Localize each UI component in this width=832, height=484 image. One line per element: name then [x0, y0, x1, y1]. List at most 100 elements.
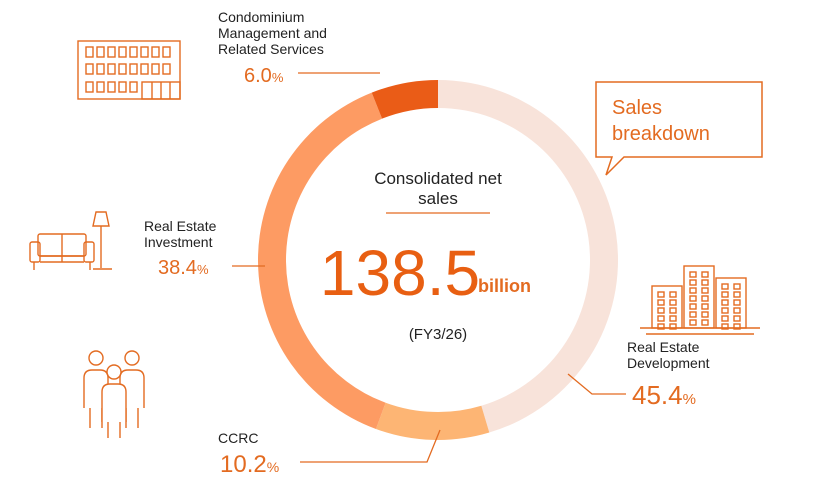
window	[733, 283, 741, 290]
callout-line-2: breakdown	[612, 123, 710, 145]
window	[721, 291, 729, 298]
window	[701, 319, 709, 326]
window	[140, 46, 149, 58]
window	[721, 283, 729, 290]
window	[118, 81, 127, 93]
window	[107, 46, 116, 58]
window	[689, 319, 697, 326]
window	[689, 295, 697, 302]
window	[107, 63, 116, 75]
leader-line-ccrc	[300, 429, 441, 463]
window	[657, 315, 665, 322]
window	[96, 81, 105, 93]
window	[85, 81, 94, 93]
leader-line-development	[567, 373, 626, 395]
window	[721, 299, 729, 306]
center-heading-line-2: sales	[418, 189, 458, 208]
window	[669, 315, 677, 322]
window	[733, 315, 741, 322]
window	[689, 279, 697, 286]
center-period: (FY3/26)	[409, 326, 467, 343]
window	[107, 81, 116, 93]
window	[129, 63, 138, 75]
window	[669, 323, 677, 330]
pct-symbol: %	[197, 262, 209, 277]
window	[689, 287, 697, 294]
window	[96, 63, 105, 75]
svg-text:10.2%: 10.2%	[220, 451, 279, 478]
window	[657, 307, 665, 314]
label-condo: Condominium Management and Related Servi…	[218, 9, 327, 87]
window	[669, 299, 677, 306]
label-development-line-2: Development	[627, 355, 710, 371]
pct-condo: 6.0	[244, 65, 272, 87]
leader-lines	[232, 72, 626, 463]
window	[162, 63, 171, 75]
city-buildings-icon	[640, 265, 760, 335]
window	[689, 271, 697, 278]
window	[85, 63, 94, 75]
pct-development: 45.4	[632, 380, 683, 410]
window	[701, 287, 709, 294]
window	[701, 311, 709, 318]
slice-real-estate-development	[438, 80, 618, 433]
slice-real-estate-investment	[257, 92, 386, 429]
pct-symbol: %	[272, 70, 284, 85]
label-condo-line-2: Management and	[218, 25, 327, 41]
label-development-line-1: Real Estate	[627, 339, 700, 355]
window	[657, 299, 665, 306]
window	[140, 63, 149, 75]
window	[151, 46, 160, 58]
window	[118, 46, 127, 58]
window	[669, 291, 677, 298]
window	[96, 46, 105, 58]
svg-text:45.4%: 45.4%	[632, 380, 696, 410]
people-group-icon	[83, 350, 145, 438]
office-building-icon	[77, 40, 181, 100]
svg-text:6.0%: 6.0%	[244, 65, 284, 87]
slice-ccrc	[375, 402, 490, 440]
window	[151, 63, 160, 75]
window	[701, 271, 709, 278]
window	[657, 323, 665, 330]
window	[129, 81, 138, 93]
label-ccrc-line-1: CCRC	[218, 430, 258, 446]
label-investment-line-1: Real Estate	[144, 218, 217, 234]
window	[733, 299, 741, 306]
window	[733, 307, 741, 314]
window	[85, 46, 94, 58]
label-ccrc: CCRC 10.2%	[218, 430, 279, 478]
label-condo-line-1: Condominium	[218, 9, 304, 25]
window	[733, 323, 741, 330]
window	[657, 291, 665, 298]
pct-symbol: %	[683, 391, 696, 408]
label-development: Real Estate Development 45.4%	[627, 339, 710, 410]
window	[733, 291, 741, 298]
center-total-value: 138.5	[320, 237, 480, 309]
window	[689, 303, 697, 310]
callout-line-1: Sales	[612, 97, 662, 119]
window	[669, 307, 677, 314]
window	[118, 63, 127, 75]
center-heading-line-1: Consolidated net	[374, 169, 502, 188]
pct-ccrc: 10.2	[220, 451, 267, 478]
svg-text:38.4%: 38.4%	[158, 257, 209, 279]
donut-chart	[257, 80, 618, 440]
sales-breakdown-callout: Sales breakdown	[595, 81, 763, 176]
sofa-lamp-icon	[29, 211, 112, 270]
window	[701, 303, 709, 310]
window	[701, 279, 709, 286]
pct-symbol: %	[267, 459, 279, 475]
label-investment: Real Estate Investment 38.4%	[144, 218, 217, 279]
window	[162, 46, 171, 58]
window	[701, 295, 709, 302]
pct-investment: 38.4	[158, 257, 197, 279]
window	[129, 46, 138, 58]
window	[721, 323, 729, 330]
label-condo-line-3: Related Services	[218, 41, 324, 57]
center-total-unit: billion	[478, 276, 531, 296]
center-summary: Consolidated net sales 138.5 billion (FY…	[320, 169, 531, 343]
slice-condominium-management	[371, 80, 438, 119]
label-investment-line-2: Investment	[144, 234, 213, 250]
